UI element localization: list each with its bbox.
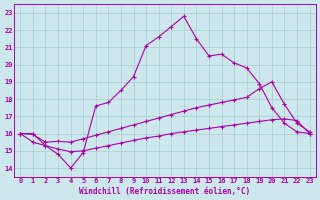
X-axis label: Windchill (Refroidissement éolien,°C): Windchill (Refroidissement éolien,°C) (79, 187, 251, 196)
